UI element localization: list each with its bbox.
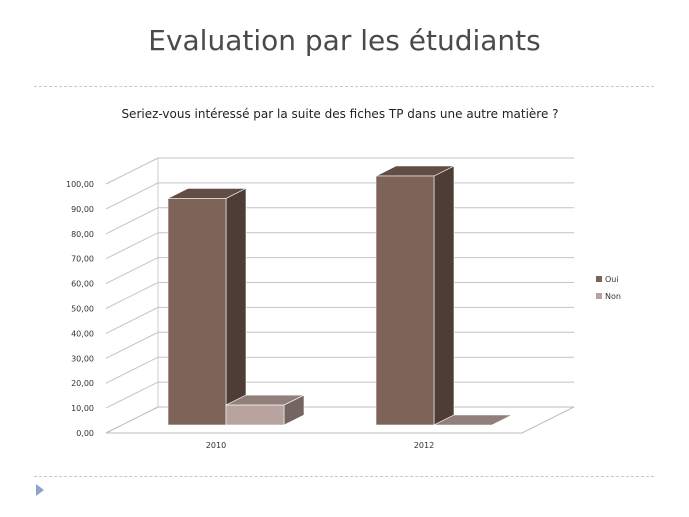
- y-tick-label: 0,00: [76, 429, 94, 438]
- bar-oui-2012: [375, 165, 455, 426]
- y-tick-label: 80,00: [71, 230, 94, 239]
- x-axis-ticks: 2010 2012: [206, 441, 434, 450]
- y-tick-label: 70,00: [71, 255, 94, 264]
- y-tick-label: 100,00: [66, 180, 94, 189]
- y-tick-label: 40,00: [71, 329, 94, 338]
- legend-swatch-non: [596, 293, 602, 299]
- footer-divider: [34, 476, 654, 477]
- legend-swatch-oui: [596, 276, 602, 282]
- y-tick-label: 50,00: [71, 305, 94, 314]
- floor: [105, 406, 575, 434]
- title-divider: [34, 86, 654, 87]
- legend-label-non: Non: [605, 292, 621, 301]
- slide-bullet-icon: [36, 484, 44, 496]
- x-tick-label: 2012: [414, 441, 434, 450]
- x-tick-label: 2010: [206, 441, 226, 450]
- bar-oui-2010: [167, 187, 247, 426]
- gridline: [105, 157, 574, 185]
- y-tick-label: 30,00: [71, 354, 94, 363]
- y-tick-label: 10,00: [71, 404, 94, 413]
- y-tick-label: 20,00: [71, 379, 94, 388]
- y-tick-label: 60,00: [71, 280, 94, 289]
- legend-label-oui: Oui: [605, 275, 619, 284]
- y-axis-ticks: 0,00 10,00 20,00 30,00 40,00 50,00 60,00 70,00 8…: [66, 180, 94, 438]
- bar-non-2012: [433, 414, 513, 426]
- legend: Oui Non: [596, 275, 621, 301]
- slide-title: Evaluation par les étudiants: [148, 24, 541, 57]
- chart-title: Seriez-vous intéressé par la suite des f…: [121, 107, 558, 121]
- y-tick-label: 90,00: [71, 205, 94, 214]
- bar-non-2010: [225, 394, 305, 426]
- bars: [167, 165, 513, 426]
